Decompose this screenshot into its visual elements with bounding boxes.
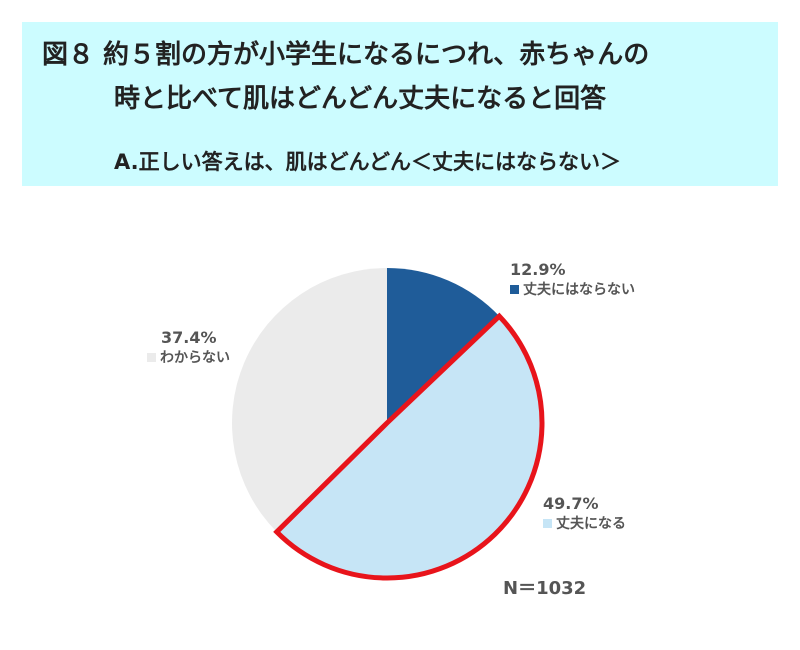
legend-swatch xyxy=(147,352,156,362)
slice-category-label: わからない xyxy=(160,350,230,366)
pie-slice-0 xyxy=(387,268,500,423)
sample-size-annotation: N＝1032 xyxy=(503,578,587,599)
slice-label-2: 37.4% わからない xyxy=(147,328,230,367)
slice-value-label: 12.9% xyxy=(510,260,566,279)
slice-label-1: 49.7% 丈夫になる xyxy=(543,494,626,533)
chart-title-line2: 時と比べて肌はどんどん丈夫になると回答 xyxy=(114,84,607,114)
slice-category-label: 丈夫にはならない xyxy=(523,282,635,298)
title-banner: 図８ 約５割の方が小学生になるにつれ、赤ちゃんの 時と比べて肌はどんどん丈夫にな… xyxy=(22,22,778,186)
slice-label-0: 12.9% 丈夫にはならない xyxy=(510,260,635,299)
legend-swatch xyxy=(543,518,552,528)
pie-slice-1 xyxy=(273,312,545,581)
chart-title-line1: 図８ 約５割の方が小学生になるにつれ、赤ちゃんの xyxy=(42,40,650,70)
chart-subtitle: A.正しい答えは、肌はどんどん＜丈夫にはならない＞ xyxy=(114,150,621,174)
pie-slice-2 xyxy=(232,268,387,532)
slice-value-label: 37.4% xyxy=(161,328,217,347)
slice-value-label: 49.7% xyxy=(543,494,599,513)
legend-swatch xyxy=(510,284,519,294)
slice-category-label: 丈夫になる xyxy=(556,516,626,532)
